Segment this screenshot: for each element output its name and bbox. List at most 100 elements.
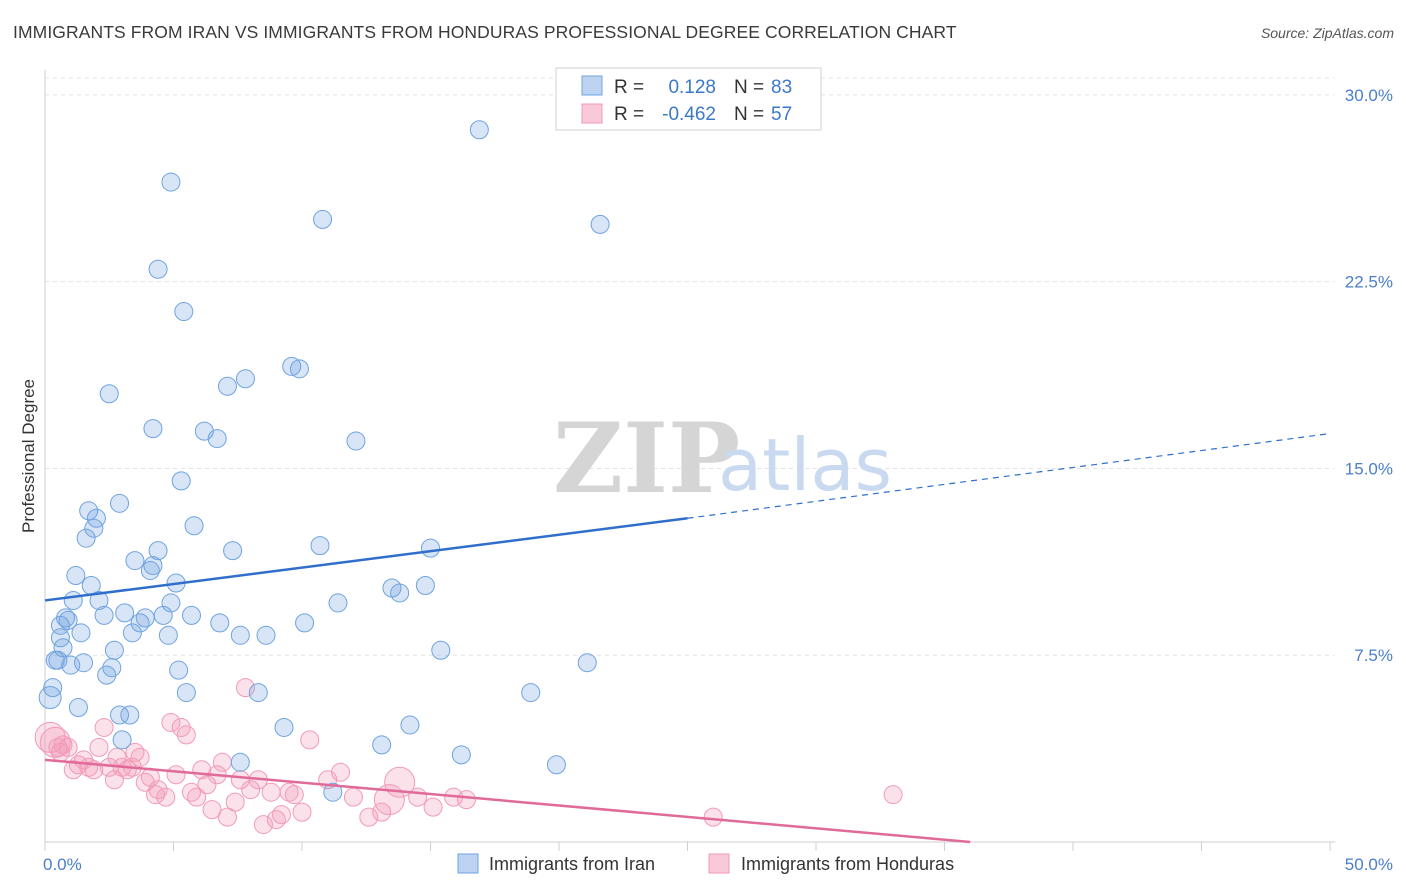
iran-point	[162, 173, 180, 191]
legend-swatch-honduras	[582, 104, 602, 123]
iran-point	[432, 641, 450, 659]
honduras-point	[704, 808, 722, 826]
honduras-point	[293, 803, 311, 821]
iran-point	[44, 679, 62, 697]
legend-honduras-r-value: -0.462	[662, 104, 716, 125]
x-ticks	[45, 842, 1330, 851]
honduras-point	[272, 806, 290, 824]
iran-point	[416, 576, 434, 594]
iran-point	[391, 584, 409, 602]
iran-point	[54, 639, 72, 657]
series-swatch-iran	[458, 854, 478, 873]
legend-honduras-r-label: R =	[614, 104, 644, 125]
legend-iran-n-label: N =	[734, 77, 764, 98]
y-tick-label: 7.5%	[1354, 646, 1393, 665]
iran-points	[39, 121, 609, 801]
iran-point	[185, 517, 203, 535]
iran-point	[275, 718, 293, 736]
iran-point	[422, 539, 440, 557]
iran-point	[159, 626, 177, 644]
y-tick-label: 15.0%	[1345, 459, 1393, 478]
honduras-point	[344, 788, 362, 806]
iran-point	[177, 684, 195, 702]
honduras-point	[884, 786, 902, 804]
iran-point	[224, 542, 242, 560]
series-legend: Immigrants from Iran Immigrants from Hon…	[458, 854, 954, 874]
honduras-trend-line	[45, 760, 970, 842]
iran-point	[100, 385, 118, 403]
iran-point	[347, 432, 365, 450]
grid-lines	[45, 78, 1335, 655]
watermark-zip: ZIP	[553, 402, 740, 515]
honduras-point	[95, 718, 113, 736]
scatter-chart: ZIP atlas 7.5%15.0%22.5%30.0% 0.0% 50.0%…	[0, 0, 1406, 892]
iran-point	[249, 684, 267, 702]
iran-point	[170, 661, 188, 679]
iran-point	[231, 753, 249, 771]
iran-point	[144, 420, 162, 438]
honduras-point	[301, 731, 319, 749]
iran-point	[231, 626, 249, 644]
series-swatch-honduras	[709, 854, 729, 873]
iran-point	[296, 614, 314, 632]
iran-point	[69, 699, 87, 717]
iran-point	[172, 472, 190, 490]
honduras-point	[262, 783, 280, 801]
iran-point	[522, 684, 540, 702]
y-tick-label: 22.5%	[1345, 273, 1393, 292]
iran-point	[208, 430, 226, 448]
iran-point	[591, 215, 609, 233]
iran-point	[95, 606, 113, 624]
iran-point	[162, 594, 180, 612]
honduras-point	[157, 788, 175, 806]
legend-iran-n-value: 83	[771, 77, 792, 98]
iran-point	[470, 121, 488, 139]
honduras-point	[177, 726, 195, 744]
y-tick-labels: 7.5%15.0%22.5%30.0%	[1345, 86, 1393, 665]
iran-point	[113, 731, 131, 749]
iran-point	[311, 537, 329, 555]
honduras-point	[457, 791, 475, 809]
iran-point	[149, 542, 167, 560]
iran-point	[452, 746, 470, 764]
honduras-point	[167, 766, 185, 784]
iran-point	[136, 609, 154, 627]
iran-point	[175, 303, 193, 321]
legend-swatch-iran	[582, 76, 602, 95]
iran-point	[578, 654, 596, 672]
legend-iran-r-label: R =	[614, 77, 644, 98]
x-tick-label-max: 50.0%	[1345, 855, 1393, 874]
iran-point	[314, 210, 332, 228]
honduras-point	[131, 748, 149, 766]
legend-honduras-n-value: 57	[771, 104, 792, 125]
iran-point	[182, 606, 200, 624]
iran-point	[218, 377, 236, 395]
iran-point	[126, 552, 144, 570]
iran-point	[105, 641, 123, 659]
iran-point	[67, 567, 85, 585]
legend-iran-r-value: 0.128	[668, 77, 716, 98]
honduras-point	[213, 753, 231, 771]
iran-point	[257, 626, 275, 644]
iran-point	[64, 591, 82, 609]
iran-point	[211, 614, 229, 632]
iran-point	[329, 594, 347, 612]
series-label-iran: Immigrants from Iran	[489, 854, 655, 874]
honduras-point	[332, 763, 350, 781]
iran-point	[149, 260, 167, 278]
honduras-point	[226, 793, 244, 811]
x-tick-label-min: 0.0%	[43, 855, 82, 874]
iran-point	[116, 604, 134, 622]
correlation-legend: R = 0.128 N = 83 R = -0.462 N = 57	[556, 68, 821, 130]
iran-point	[290, 360, 308, 378]
honduras-point	[424, 798, 442, 816]
iran-point	[121, 706, 139, 724]
honduras-point	[59, 738, 77, 756]
honduras-point	[90, 738, 108, 756]
iran-point	[87, 509, 105, 527]
honduras-point	[409, 788, 427, 806]
iran-point	[547, 756, 565, 774]
iran-point	[72, 624, 90, 642]
iran-point	[401, 716, 419, 734]
honduras-point	[285, 786, 303, 804]
